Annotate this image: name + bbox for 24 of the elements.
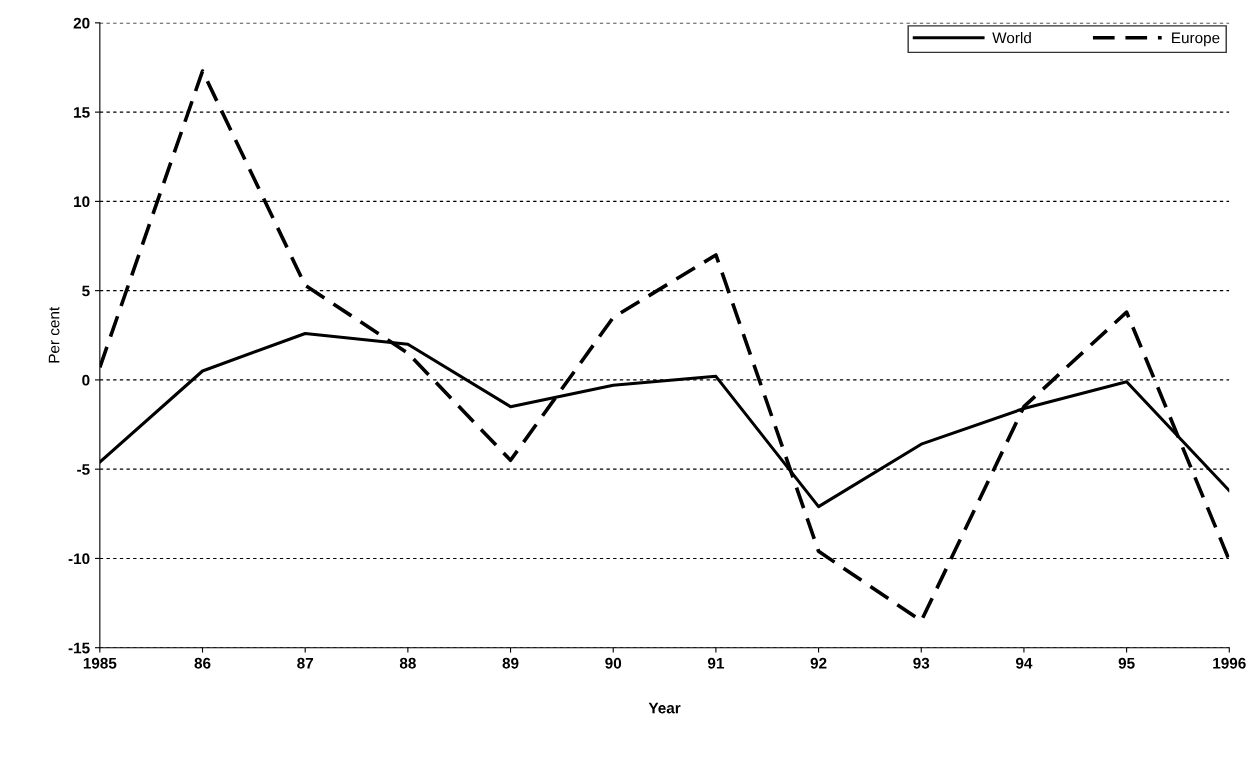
x-tick-label: 95 bbox=[1118, 657, 1135, 669]
x-tick-label: 93 bbox=[913, 657, 930, 669]
x-axis-title: Year bbox=[648, 702, 681, 714]
y-axis-title: Per cent bbox=[48, 306, 60, 363]
y-tick-label: 0 bbox=[82, 374, 90, 386]
x-tick-label: 86 bbox=[194, 657, 211, 669]
x-tick-label: 1996 bbox=[1213, 657, 1246, 669]
y-tick-label: 10 bbox=[74, 196, 90, 208]
x-tick-label: 92 bbox=[810, 657, 827, 669]
y-tick-label: -10 bbox=[68, 553, 90, 565]
legend-label: World bbox=[992, 32, 1031, 44]
x-tick-label: 89 bbox=[502, 657, 519, 669]
x-tick-label: 90 bbox=[605, 657, 622, 669]
x-tick-label: 94 bbox=[1015, 657, 1033, 669]
x-tick-label: 87 bbox=[297, 657, 314, 669]
y-tick-label: -5 bbox=[77, 464, 90, 475]
x-tick-label: 91 bbox=[707, 657, 724, 669]
legend-label: Europe bbox=[1172, 32, 1220, 47]
y-tick-label: 5 bbox=[82, 285, 90, 297]
x-tick-label: 88 bbox=[399, 657, 416, 669]
y-tick-label: -15 bbox=[68, 642, 90, 654]
y-tick-label: 20 bbox=[73, 17, 90, 29]
y-tick-label: 15 bbox=[74, 107, 90, 118]
x-tick-label: 1985 bbox=[83, 657, 117, 669]
